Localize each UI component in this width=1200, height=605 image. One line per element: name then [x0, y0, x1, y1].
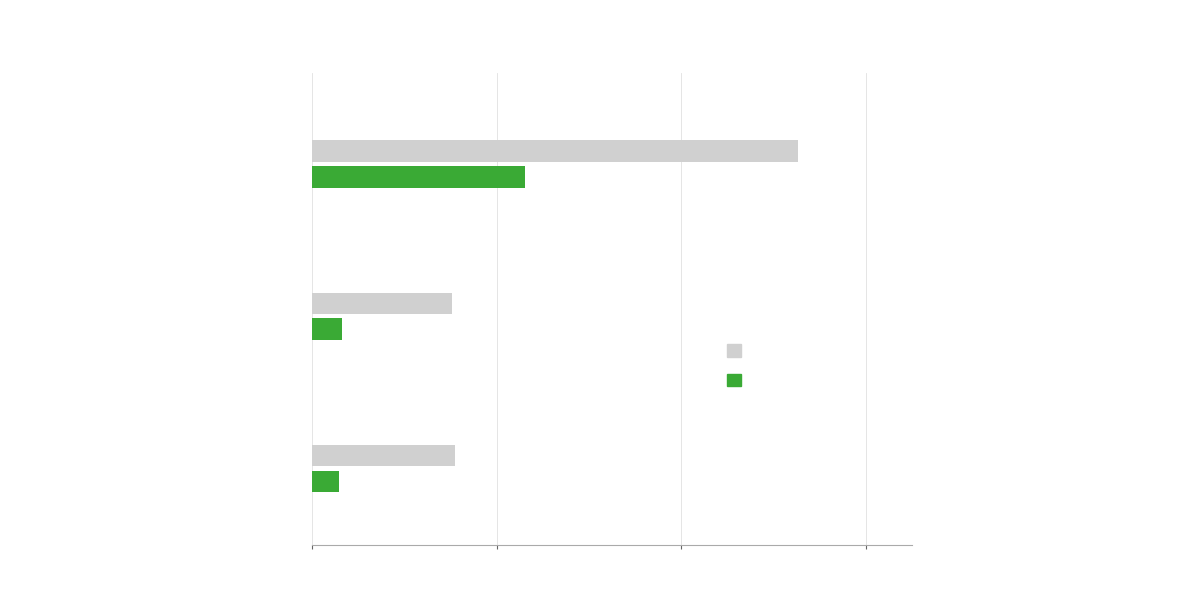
Legend: 利用している（複数回答）, 最も利用している
（クロスユース率／単一回答）: 利用している（複数回答）, 最も利用している （クロスユース率／単一回答） — [727, 344, 946, 386]
Bar — [312, 471, 338, 492]
Bar — [312, 445, 455, 466]
Bar — [312, 293, 452, 314]
Bar — [312, 140, 798, 162]
Bar — [312, 166, 526, 188]
Bar — [312, 318, 342, 340]
